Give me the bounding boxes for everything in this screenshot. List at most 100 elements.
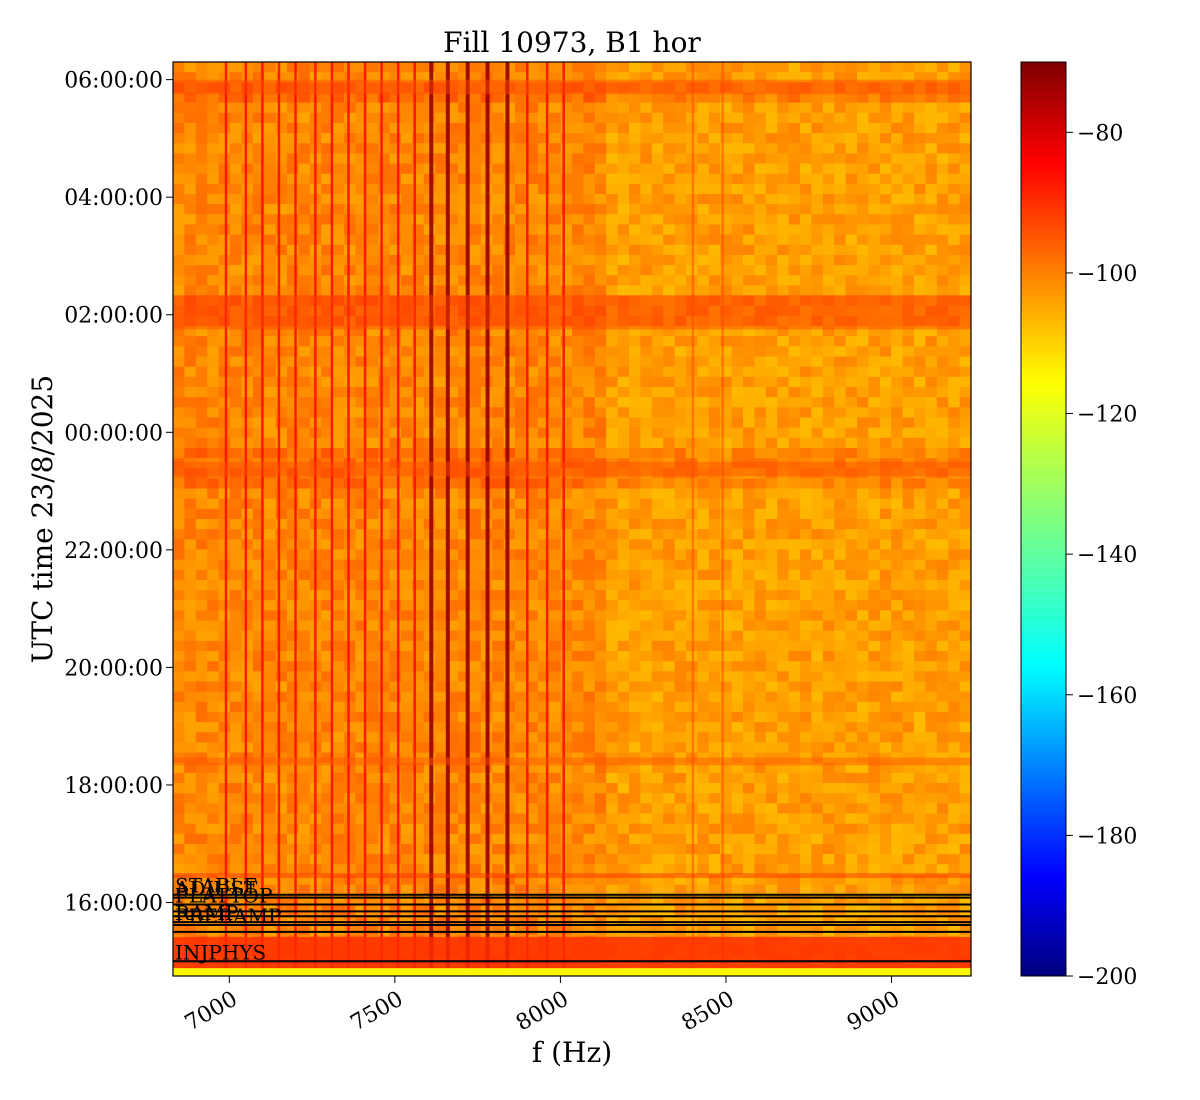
heatmap-cell [560, 630, 573, 642]
heatmap-cell [845, 204, 858, 215]
heatmap-cell [788, 417, 801, 429]
heatmap-cell [503, 447, 516, 459]
heatmap-cell [184, 214, 197, 226]
heatmap-cell [412, 336, 425, 347]
heatmap-cell [264, 529, 277, 540]
heatmap-cell [526, 661, 539, 672]
heatmap-cell [811, 214, 824, 226]
heatmap-cell [708, 397, 721, 408]
heatmap-cell [902, 92, 915, 104]
heatmap-cell [754, 224, 767, 236]
heatmap-cell [264, 163, 277, 175]
heatmap-cell [560, 539, 573, 551]
heatmap-cell [914, 386, 926, 398]
heatmap-cell [663, 762, 676, 774]
heatmap-cell [925, 153, 938, 165]
heatmap-cell [492, 173, 505, 185]
heatmap-cell [389, 102, 402, 114]
heatmap-cell [446, 265, 459, 276]
heatmap-cell [412, 488, 425, 500]
heatmap-cell [435, 539, 448, 551]
heatmap-cell [549, 285, 562, 297]
heatmap-cell [446, 671, 459, 683]
heatmap-cell [891, 224, 904, 236]
heatmap-cell [366, 356, 379, 368]
heatmap-cell [298, 143, 311, 154]
heatmap-cell [948, 82, 961, 94]
heatmap-cell [207, 72, 220, 83]
heatmap-cell [401, 376, 413, 388]
heatmap-cell [845, 559, 858, 571]
heatmap-cell [617, 458, 630, 469]
heatmap-cell [184, 143, 197, 154]
heatmap-cell [594, 569, 607, 581]
heatmap-cell [526, 722, 539, 733]
heatmap-cell [743, 244, 755, 256]
heatmap-cell [948, 742, 961, 754]
heatmap-cell [218, 508, 231, 520]
heatmap-cell [902, 488, 915, 500]
heatmap-cell [948, 711, 961, 723]
heatmap-cell [788, 579, 801, 591]
heatmap-cell [560, 488, 573, 500]
heatmap-cell [207, 579, 220, 591]
heatmap-cell [492, 620, 505, 632]
heatmap-cell [218, 772, 231, 784]
heatmap-cell [230, 102, 242, 114]
heatmap-cell [355, 630, 368, 642]
heatmap-cell [287, 569, 299, 581]
heatmap-cell [275, 102, 288, 114]
heatmap-cell [754, 234, 767, 246]
heatmap-cell [572, 681, 584, 693]
heatmap-cell [492, 579, 505, 591]
heatmap-cell [230, 295, 242, 307]
heatmap-cell [287, 376, 299, 388]
heatmap-cell [914, 275, 926, 287]
heatmap-cell [902, 326, 915, 337]
heatmap-cell [697, 102, 710, 114]
heatmap-cell [845, 143, 858, 154]
heatmap-cell [469, 590, 482, 601]
heatmap-cell [845, 72, 858, 83]
heatmap-cell [788, 224, 801, 236]
heatmap-cell [389, 285, 402, 297]
heatmap-cell [435, 326, 448, 337]
heatmap-cell [537, 569, 550, 581]
heatmap-cell [720, 437, 733, 449]
heatmap-cell [241, 305, 254, 317]
heatmap-cell [879, 559, 892, 571]
heatmap-cell [617, 244, 630, 256]
heatmap-cell [572, 112, 584, 124]
heatmap-cell [731, 772, 744, 784]
heatmap-cell [526, 305, 539, 317]
heatmap-cell [914, 417, 926, 429]
heatmap-cell [765, 458, 778, 469]
heatmap-cell [355, 579, 368, 591]
heatmap-cell [469, 437, 482, 449]
heatmap-cell [583, 711, 596, 723]
heatmap-cell [366, 651, 379, 662]
heatmap-cell [902, 234, 915, 246]
heatmap-cell [435, 386, 448, 398]
heatmap-cell [515, 498, 527, 510]
heatmap-cell [355, 732, 368, 744]
heatmap-cell [549, 732, 562, 744]
heatmap-cell [936, 701, 949, 713]
heatmap-cell [822, 224, 835, 236]
heatmap-cell [651, 153, 664, 165]
heatmap-cell [241, 671, 254, 683]
heatmap-cell [537, 559, 550, 571]
heatmap-cell [925, 133, 938, 144]
heatmap-cell [446, 437, 459, 449]
heatmap-cell [834, 122, 847, 134]
heatmap-cell [788, 183, 801, 195]
heatmap-cell [629, 315, 641, 327]
heatmap-cell [925, 519, 938, 530]
heatmap-cell [412, 183, 425, 195]
heatmap-cell [526, 579, 539, 591]
heatmap-cell [298, 72, 311, 83]
heatmap-cell [845, 630, 858, 642]
heatmap-cell [184, 569, 197, 581]
heatmap-cell [868, 356, 881, 368]
heatmap-cell [731, 529, 744, 540]
